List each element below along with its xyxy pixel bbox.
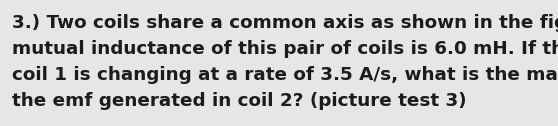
- Text: coil 1 is changing at a rate of 3.5 A/s, what is the magnitude of: coil 1 is changing at a rate of 3.5 A/s,…: [12, 66, 558, 84]
- Text: 3.) Two coils share a common axis as shown in the figure. The: 3.) Two coils share a common axis as sho…: [12, 14, 558, 32]
- Text: the emf generated in coil 2? (picture test 3): the emf generated in coil 2? (picture te…: [12, 92, 466, 110]
- Text: mutual inductance of this pair of coils is 6.0 mH. If the current in: mutual inductance of this pair of coils …: [12, 40, 558, 58]
